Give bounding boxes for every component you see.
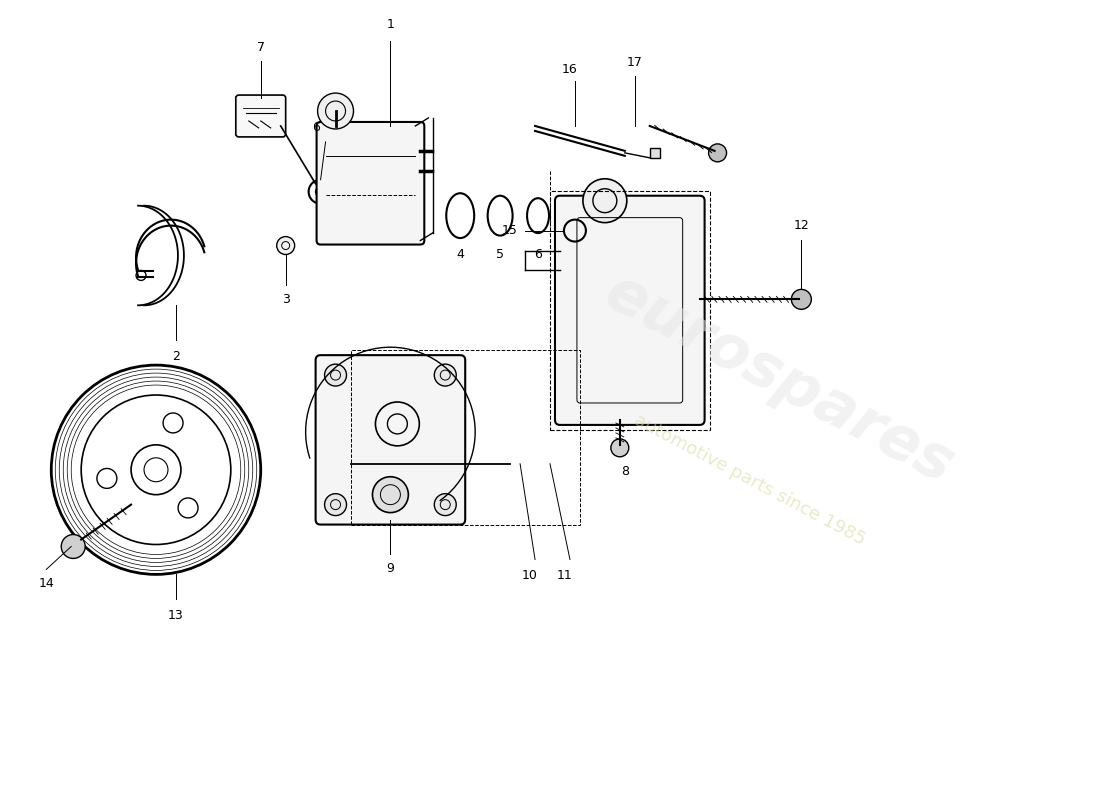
Circle shape [277,237,295,254]
Circle shape [324,364,346,386]
Text: 1: 1 [386,18,394,31]
Text: 7: 7 [256,42,265,54]
Text: 15: 15 [503,224,518,237]
FancyBboxPatch shape [556,196,705,425]
Text: 9: 9 [386,562,394,575]
Text: 6: 6 [311,121,319,134]
Text: 13: 13 [168,610,184,622]
Circle shape [434,364,456,386]
Text: 16: 16 [562,63,578,76]
Text: 17: 17 [627,56,642,69]
Circle shape [324,494,346,515]
FancyBboxPatch shape [316,355,465,525]
Text: 3: 3 [282,294,289,306]
Text: 12: 12 [793,218,810,231]
Text: 6: 6 [535,247,542,261]
Text: 2: 2 [172,350,180,363]
Circle shape [318,93,353,129]
Text: 4: 4 [456,247,464,261]
Circle shape [708,144,727,162]
Circle shape [791,290,812,310]
Circle shape [434,494,456,515]
Text: eurospares: eurospares [595,263,964,497]
Text: 5: 5 [496,247,504,261]
Text: 11: 11 [557,570,573,582]
Circle shape [373,477,408,513]
Text: automotive parts since 1985: automotive parts since 1985 [630,411,868,549]
FancyBboxPatch shape [317,122,425,245]
Text: 14: 14 [39,578,54,590]
Text: 10: 10 [522,570,538,582]
Text: 8: 8 [620,465,629,478]
Circle shape [62,534,85,558]
Circle shape [583,178,627,222]
Circle shape [610,439,629,457]
FancyBboxPatch shape [235,95,286,137]
Polygon shape [650,148,660,158]
